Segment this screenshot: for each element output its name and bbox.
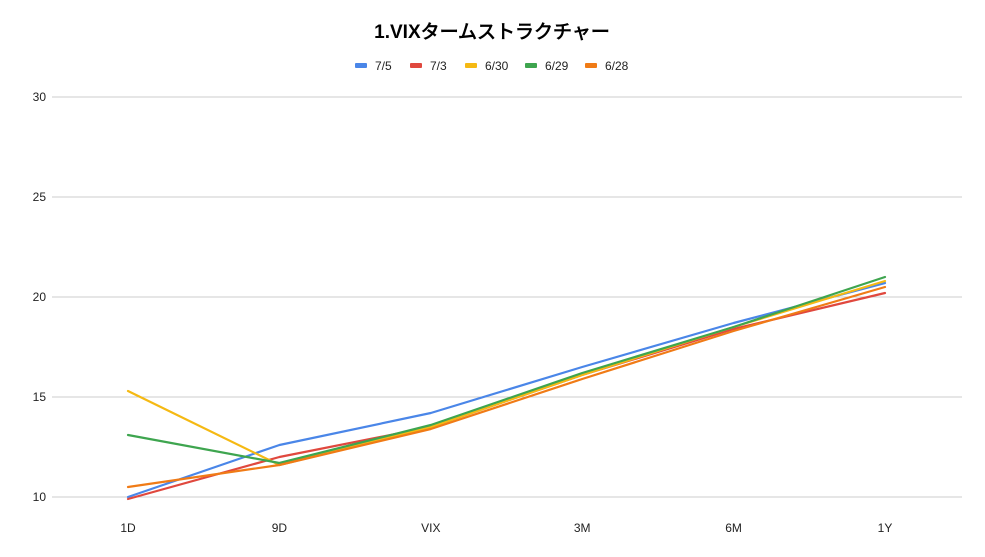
grid-lines — [52, 96, 962, 498]
x-tick-label: 1Y — [878, 521, 893, 535]
legend-label: 7/3 — [430, 59, 447, 73]
x-tick-label: VIX — [421, 521, 440, 535]
x-tick-label: 1D — [120, 521, 136, 535]
legend-swatch — [525, 63, 537, 68]
legend-swatch — [465, 63, 477, 68]
x-tick-label: 9D — [272, 521, 288, 535]
series-line-6/28 — [126, 285, 887, 489]
y-tick-label: 30 — [33, 90, 47, 104]
x-tick-label: 3M — [574, 521, 591, 535]
y-tick-label: 25 — [33, 190, 47, 204]
legend-swatch — [585, 63, 597, 68]
series-line-7/3 — [126, 291, 887, 501]
y-tick-label: 20 — [33, 290, 47, 304]
chart-title: 1.VIXタームストラクチャー — [374, 21, 610, 43]
legend: 7/5 7/3 6/30 6/29 6/28 — [355, 59, 629, 73]
legend-swatch — [410, 63, 422, 68]
x-tick-label: 6M — [725, 521, 742, 535]
x-axis: 1D 9D VIX 3M 6M 1Y — [120, 521, 892, 535]
series-line-6/30 — [126, 279, 887, 467]
y-axis: 10 15 20 25 30 — [33, 90, 47, 504]
y-tick-label: 10 — [33, 490, 47, 504]
legend-swatch — [355, 63, 367, 68]
legend-label: 6/29 — [545, 59, 569, 73]
series-group — [126, 275, 887, 501]
y-tick-label: 15 — [33, 390, 47, 404]
legend-label: 6/28 — [605, 59, 629, 73]
series-line-6/29 — [126, 275, 887, 465]
legend-label: 7/5 — [375, 59, 392, 73]
legend-label: 6/30 — [485, 59, 509, 73]
